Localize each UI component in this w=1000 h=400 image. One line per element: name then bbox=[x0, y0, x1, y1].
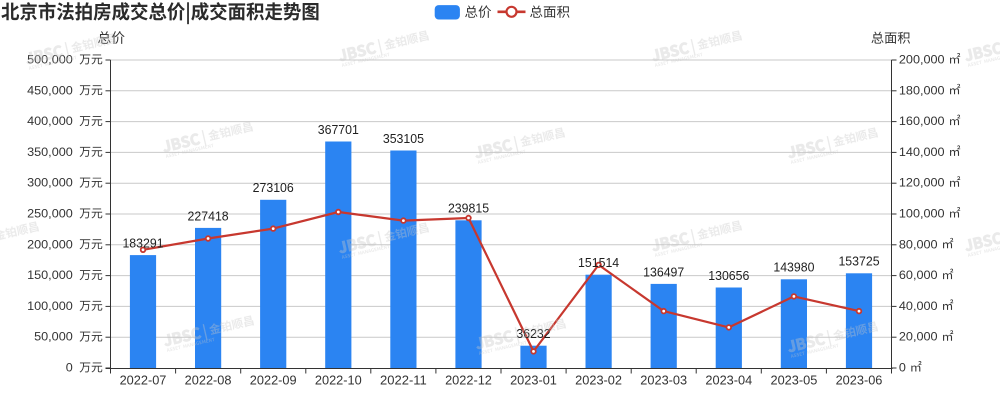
svg-text:353105: 353105 bbox=[383, 131, 424, 146]
svg-text:150,000: 150,000 bbox=[27, 268, 73, 282]
svg-text:2022-08: 2022-08 bbox=[185, 374, 232, 388]
svg-text:140,000: 140,000 bbox=[899, 145, 945, 159]
svg-text:151514: 151514 bbox=[578, 255, 619, 270]
svg-text:2022-10: 2022-10 bbox=[315, 374, 362, 388]
svg-text:273106: 273106 bbox=[253, 180, 294, 195]
svg-text:80,000: 80,000 bbox=[899, 237, 938, 251]
svg-text:0: 0 bbox=[899, 361, 906, 375]
svg-text:2022-11: 2022-11 bbox=[380, 374, 427, 388]
svg-text:60,000: 60,000 bbox=[899, 268, 938, 282]
svg-text:367701: 367701 bbox=[318, 122, 359, 137]
svg-text:400,000: 400,000 bbox=[27, 114, 73, 128]
svg-text:450,000: 450,000 bbox=[27, 83, 73, 97]
svg-text:130656: 130656 bbox=[708, 268, 749, 283]
svg-text:239815: 239815 bbox=[448, 201, 489, 216]
svg-text:136497: 136497 bbox=[643, 264, 684, 279]
svg-text:2022-09: 2022-09 bbox=[250, 374, 297, 388]
svg-text:227418: 227418 bbox=[188, 208, 229, 223]
svg-text:2023-06: 2023-06 bbox=[836, 374, 883, 388]
svg-text:300,000: 300,000 bbox=[27, 176, 73, 190]
svg-text:200,000: 200,000 bbox=[899, 53, 945, 67]
svg-text:100,000: 100,000 bbox=[27, 299, 73, 313]
svg-text:153725: 153725 bbox=[838, 254, 879, 269]
svg-text:200,000: 200,000 bbox=[27, 237, 73, 251]
svg-text:2023-04: 2023-04 bbox=[705, 374, 752, 388]
svg-text:2022-07: 2022-07 bbox=[120, 374, 167, 388]
svg-text:0: 0 bbox=[66, 361, 73, 375]
svg-text:2022-12: 2022-12 bbox=[445, 374, 492, 388]
svg-text:2023-05: 2023-05 bbox=[771, 374, 818, 388]
svg-text:2023-02: 2023-02 bbox=[575, 374, 622, 388]
svg-text:50,000: 50,000 bbox=[34, 330, 73, 344]
svg-text:183291: 183291 bbox=[122, 236, 163, 251]
svg-text:250,000: 250,000 bbox=[27, 207, 73, 221]
svg-text:2023-01: 2023-01 bbox=[510, 374, 557, 388]
svg-text:100,000: 100,000 bbox=[899, 207, 945, 221]
svg-text:180,000: 180,000 bbox=[899, 83, 945, 97]
svg-text:350,000: 350,000 bbox=[27, 145, 73, 159]
svg-text:120,000: 120,000 bbox=[899, 176, 945, 190]
svg-text:143980: 143980 bbox=[773, 260, 814, 275]
svg-text:20,000: 20,000 bbox=[899, 330, 938, 344]
svg-text:160,000: 160,000 bbox=[899, 114, 945, 128]
svg-text:40,000: 40,000 bbox=[899, 299, 938, 313]
svg-text:2023-03: 2023-03 bbox=[640, 374, 687, 388]
